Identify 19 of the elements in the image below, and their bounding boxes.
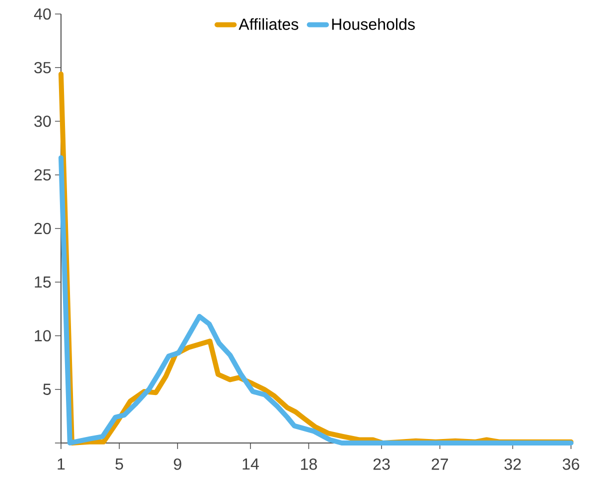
x-tick-label: 18	[301, 458, 317, 470]
x-tick-label: 1	[58, 458, 65, 470]
y-tick-label: 20	[34, 222, 51, 234]
y-tick-label: 30	[34, 116, 51, 127]
x-tick-label: 27	[432, 458, 448, 470]
x-tick-label: 23	[373, 458, 390, 470]
y-tick-label: 25	[34, 169, 51, 181]
y-tick-label: 35	[34, 62, 51, 74]
x-tick-label: 14	[242, 458, 259, 470]
legend-label: Affiliates	[238, 18, 298, 30]
y-tick-label: 5	[43, 384, 51, 395]
y-tick-label: 40	[34, 8, 51, 20]
x-tick-label: 36	[562, 458, 580, 470]
x-tick-label: 5	[115, 458, 124, 470]
y-tick-label: 15	[34, 276, 51, 288]
legend-label: Households	[332, 18, 415, 30]
x-tick-label: 9	[174, 458, 182, 470]
y-tick-label: 10	[34, 330, 51, 342]
x-tick-label: 32	[504, 458, 521, 470]
